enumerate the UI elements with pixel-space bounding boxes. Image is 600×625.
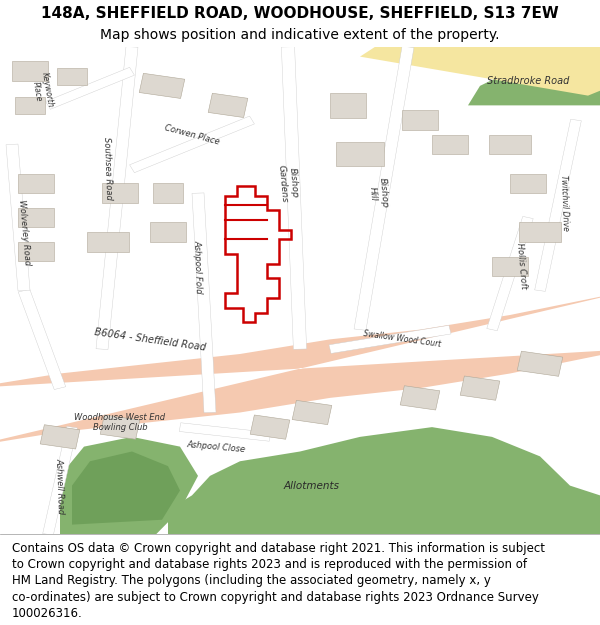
Text: Woodhouse West End
Bowling Club: Woodhouse West End Bowling Club bbox=[74, 412, 166, 432]
Bar bbox=[139, 73, 185, 99]
Text: 100026316.: 100026316. bbox=[12, 607, 83, 620]
Bar bbox=[40, 425, 80, 449]
Polygon shape bbox=[18, 289, 66, 389]
Bar bbox=[208, 93, 248, 118]
Bar bbox=[18, 208, 54, 227]
Polygon shape bbox=[487, 216, 533, 331]
Polygon shape bbox=[360, 37, 600, 96]
Bar bbox=[12, 61, 48, 81]
Bar bbox=[402, 110, 438, 130]
Polygon shape bbox=[0, 291, 600, 447]
Polygon shape bbox=[6, 144, 30, 291]
Bar bbox=[57, 68, 87, 84]
Polygon shape bbox=[46, 68, 134, 109]
Bar bbox=[87, 232, 129, 252]
Text: 148A, SHEFFIELD ROAD, WOODHOUSE, SHEFFIELD, S13 7EW: 148A, SHEFFIELD ROAD, WOODHOUSE, SHEFFIE… bbox=[41, 6, 559, 21]
Text: Twitchvil Drive: Twitchvil Drive bbox=[559, 175, 569, 231]
Text: to Crown copyright and database rights 2023 and is reproduced with the permissio: to Crown copyright and database rights 2… bbox=[12, 558, 527, 571]
Bar bbox=[432, 134, 468, 154]
Bar bbox=[517, 351, 563, 376]
Text: Swallow Wood Court: Swallow Wood Court bbox=[362, 329, 442, 349]
Text: Contains OS data © Crown copyright and database right 2021. This information is : Contains OS data © Crown copyright and d… bbox=[12, 542, 545, 554]
Bar bbox=[292, 401, 332, 424]
Polygon shape bbox=[72, 451, 180, 524]
Bar bbox=[336, 142, 384, 166]
Bar bbox=[489, 134, 531, 154]
Text: Allotments: Allotments bbox=[284, 481, 340, 491]
Text: Ashpool Fold: Ashpool Fold bbox=[193, 239, 203, 293]
Bar bbox=[150, 222, 186, 242]
Polygon shape bbox=[468, 66, 600, 106]
Polygon shape bbox=[130, 116, 254, 172]
Bar bbox=[510, 174, 546, 193]
Bar bbox=[153, 183, 183, 203]
Bar bbox=[330, 93, 366, 118]
Polygon shape bbox=[329, 326, 451, 353]
Bar bbox=[102, 183, 138, 203]
Text: Keyworth
Place: Keyworth Place bbox=[29, 71, 55, 110]
Bar bbox=[18, 242, 54, 261]
Bar bbox=[492, 256, 528, 276]
Polygon shape bbox=[96, 46, 138, 349]
Text: co-ordinates) are subject to Crown copyright and database rights 2023 Ordnance S: co-ordinates) are subject to Crown copyr… bbox=[12, 591, 539, 604]
Bar bbox=[18, 174, 54, 193]
Bar bbox=[100, 415, 140, 439]
Polygon shape bbox=[43, 426, 77, 535]
Polygon shape bbox=[192, 193, 216, 412]
Polygon shape bbox=[535, 119, 581, 291]
Polygon shape bbox=[179, 422, 271, 441]
Text: Wolverley Road: Wolverley Road bbox=[17, 199, 31, 266]
Text: Southsea Road: Southsea Road bbox=[103, 137, 113, 201]
Bar bbox=[460, 376, 500, 400]
Text: B6064 - Sheffield Road: B6064 - Sheffield Road bbox=[94, 327, 206, 352]
Polygon shape bbox=[168, 427, 600, 534]
Polygon shape bbox=[281, 47, 307, 349]
Bar bbox=[250, 415, 290, 439]
Text: Ashpool Close: Ashpool Close bbox=[186, 439, 246, 454]
Text: Bishop
Hill: Bishop Hill bbox=[367, 177, 389, 209]
Polygon shape bbox=[354, 46, 414, 330]
Text: Ashwell Road: Ashwell Road bbox=[55, 458, 65, 514]
Bar bbox=[15, 97, 45, 114]
Polygon shape bbox=[60, 437, 198, 534]
Text: Stradbroke Road: Stradbroke Road bbox=[487, 76, 569, 86]
Text: Hollis Croft: Hollis Croft bbox=[515, 243, 529, 289]
Text: HM Land Registry. The polygons (including the associated geometry, namely x, y: HM Land Registry. The polygons (includin… bbox=[12, 574, 491, 588]
Text: Corwen Place: Corwen Place bbox=[163, 123, 221, 146]
Bar bbox=[519, 222, 561, 242]
Bar bbox=[400, 386, 440, 410]
Text: Bishop
Gardens: Bishop Gardens bbox=[277, 164, 299, 203]
Text: Map shows position and indicative extent of the property.: Map shows position and indicative extent… bbox=[100, 28, 500, 42]
